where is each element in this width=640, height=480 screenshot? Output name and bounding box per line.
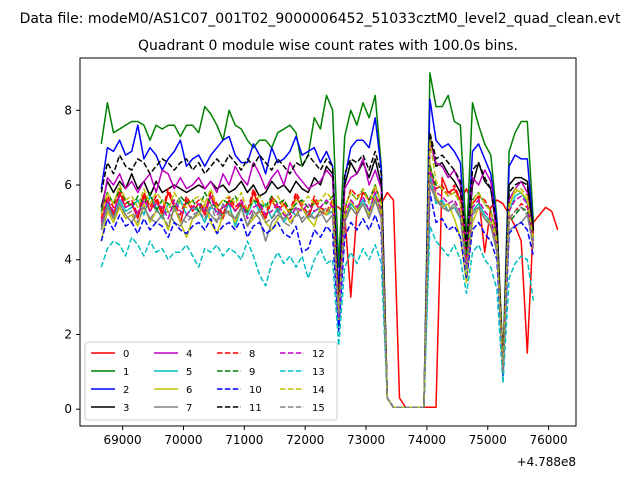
legend-label-7: 7 [186,403,192,414]
legend-label-14: 14 [312,385,325,396]
plot-frame [79,57,577,427]
x-tick-label: 73000 [347,433,385,447]
chart-title: Quadrant 0 module wise count rates with … [138,38,518,54]
series-line-2 [100,98,535,409]
legend-label-11: 11 [249,403,262,414]
series-line-14 [100,139,535,409]
legend-label-3: 3 [123,403,129,414]
legend-label-9: 9 [249,367,255,378]
legend-label-4: 4 [186,349,192,360]
legend-label-12: 12 [312,349,325,360]
legend-label-8: 8 [249,349,255,360]
y-tick-label: 6 [64,178,72,192]
x-tick-label: 74000 [408,433,446,447]
x-tick-label: 72000 [286,433,324,447]
legend-label-13: 13 [312,367,325,378]
legend-label-5: 5 [186,367,192,378]
y-tick-label: 0 [64,402,72,416]
x-tick-label: 71000 [225,433,263,447]
series-line-11 [100,131,535,409]
y-tick-label: 4 [64,253,72,267]
x-tick-label: 76000 [530,433,568,447]
series-line-15 [100,176,535,409]
x-offset-text: +4.788e8 [517,455,576,469]
legend-label-0: 0 [123,349,129,360]
series-line-7 [100,184,535,409]
series-line-1 [100,72,535,409]
y-tick-label: 2 [64,327,72,341]
legend-label-10: 10 [249,385,262,396]
x-tick-label: 69000 [104,433,142,447]
legend-label-6: 6 [186,385,192,396]
x-tick-label: 75000 [469,433,507,447]
legend-label-15: 15 [312,403,325,414]
series-layer [100,72,559,409]
x-tick-label: 70000 [164,433,202,447]
figure-suptitle: Data file: modeM0/AS1C07_001T02_90000064… [20,11,621,27]
legend-label-2: 2 [123,385,129,396]
series-line-13 [100,225,535,409]
legend-label-1: 1 [123,367,129,378]
axes-layer: 69000 70000 71000 72000 73000 74000 75000 76000… [64,103,567,447]
y-tick-label: 8 [64,103,72,117]
legend-frame [84,341,338,421]
series-line-10 [100,191,535,409]
